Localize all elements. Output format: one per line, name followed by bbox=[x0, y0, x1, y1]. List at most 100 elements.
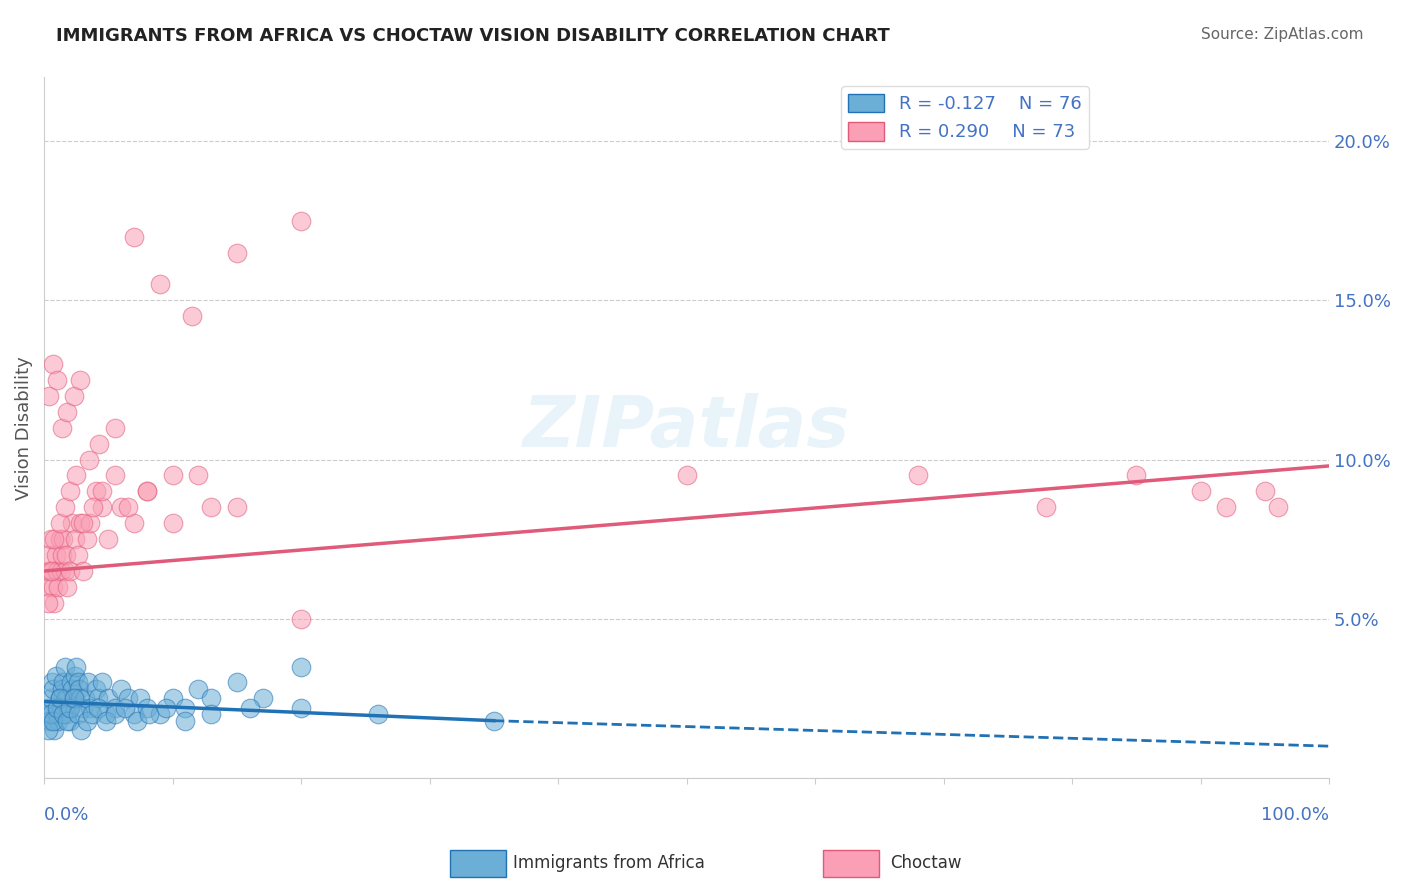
Point bbox=[52, 532, 75, 546]
Point bbox=[239, 701, 262, 715]
Point bbox=[37, 596, 59, 610]
Point bbox=[94, 707, 117, 722]
Point bbox=[122, 229, 145, 244]
Point bbox=[45, 548, 67, 562]
Point bbox=[162, 468, 184, 483]
Point bbox=[200, 707, 222, 722]
Point bbox=[63, 532, 86, 546]
Text: Immigrants from Africa: Immigrants from Africa bbox=[513, 855, 704, 872]
Point bbox=[290, 701, 312, 715]
Point bbox=[135, 484, 157, 499]
Point bbox=[367, 707, 389, 722]
Point bbox=[72, 516, 94, 531]
Point bbox=[76, 675, 98, 690]
Point bbox=[38, 389, 60, 403]
Point bbox=[94, 714, 117, 728]
Point bbox=[46, 701, 69, 715]
Point bbox=[56, 707, 79, 722]
Text: Source: ZipAtlas.com: Source: ZipAtlas.com bbox=[1201, 27, 1364, 42]
Point bbox=[110, 681, 132, 696]
Point bbox=[63, 669, 86, 683]
Point bbox=[69, 691, 91, 706]
Point bbox=[174, 714, 197, 728]
Point bbox=[53, 500, 76, 515]
Point bbox=[48, 691, 70, 706]
Point bbox=[48, 691, 70, 706]
Point bbox=[135, 701, 157, 715]
Point bbox=[77, 452, 100, 467]
Point bbox=[46, 714, 69, 728]
Point bbox=[69, 373, 91, 387]
Point bbox=[49, 564, 72, 578]
Point bbox=[290, 213, 312, 227]
Point bbox=[97, 691, 120, 706]
Point bbox=[51, 681, 73, 696]
Point bbox=[42, 714, 65, 728]
Point bbox=[97, 532, 120, 546]
Point bbox=[1254, 484, 1277, 499]
Point bbox=[200, 500, 222, 515]
Point bbox=[187, 681, 209, 696]
Point bbox=[82, 500, 104, 515]
Point bbox=[104, 701, 127, 715]
Point bbox=[89, 436, 111, 450]
Point bbox=[75, 691, 97, 706]
Point bbox=[114, 701, 136, 715]
Point bbox=[66, 675, 89, 690]
Point bbox=[46, 707, 69, 722]
Text: 100.0%: 100.0% bbox=[1261, 806, 1329, 824]
Point bbox=[39, 691, 62, 706]
Point bbox=[35, 707, 58, 722]
Point bbox=[104, 707, 127, 722]
Y-axis label: Vision Disability: Vision Disability bbox=[15, 356, 32, 500]
Point bbox=[44, 596, 66, 610]
Point bbox=[42, 580, 65, 594]
Point bbox=[162, 691, 184, 706]
Point bbox=[79, 701, 101, 715]
Point bbox=[46, 580, 69, 594]
Point bbox=[65, 659, 87, 673]
Point bbox=[44, 532, 66, 546]
Point bbox=[56, 714, 79, 728]
Point bbox=[56, 405, 79, 419]
Point bbox=[76, 714, 98, 728]
Point bbox=[67, 681, 90, 696]
Point bbox=[41, 564, 63, 578]
Point bbox=[49, 701, 72, 715]
Point bbox=[70, 723, 93, 738]
Point bbox=[38, 714, 60, 728]
Point bbox=[59, 714, 82, 728]
Point bbox=[41, 675, 63, 690]
Point bbox=[45, 669, 67, 683]
Point bbox=[66, 707, 89, 722]
Point bbox=[129, 691, 152, 706]
Point bbox=[174, 701, 197, 715]
Point bbox=[44, 723, 66, 738]
Point bbox=[39, 564, 62, 578]
Point bbox=[37, 701, 59, 715]
Point bbox=[37, 723, 59, 738]
Point bbox=[62, 691, 84, 706]
Point bbox=[84, 681, 107, 696]
Point bbox=[59, 484, 82, 499]
Point bbox=[91, 484, 114, 499]
Point bbox=[46, 373, 69, 387]
Text: 0.0%: 0.0% bbox=[44, 806, 90, 824]
Point bbox=[42, 681, 65, 696]
Point bbox=[87, 701, 110, 715]
Point bbox=[290, 612, 312, 626]
Point bbox=[162, 516, 184, 531]
Point bbox=[117, 691, 139, 706]
Point bbox=[675, 468, 697, 483]
Point bbox=[39, 532, 62, 546]
Point bbox=[51, 421, 73, 435]
Point bbox=[80, 707, 103, 722]
Point bbox=[79, 516, 101, 531]
Point bbox=[66, 548, 89, 562]
Point bbox=[60, 681, 83, 696]
Point bbox=[907, 468, 929, 483]
Point bbox=[104, 468, 127, 483]
Point bbox=[104, 421, 127, 435]
Point bbox=[62, 691, 84, 706]
Point bbox=[65, 468, 87, 483]
